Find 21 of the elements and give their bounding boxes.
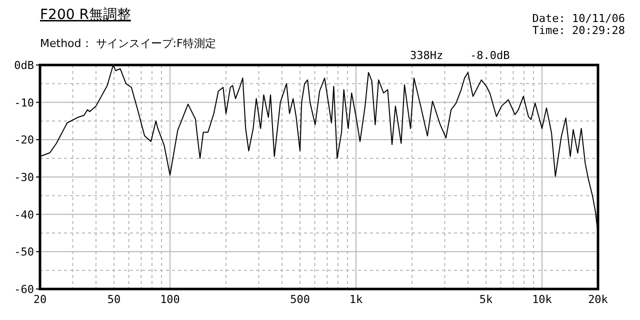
text: Time: 20:29:28 [532, 24, 625, 37]
chart-title: F200 R無調整 [40, 7, 131, 23]
x-tick-label: 1k [349, 293, 364, 306]
text: Date: 10/11/06 [532, 12, 625, 25]
x-tick-label: 50 [107, 293, 121, 306]
x-tick-label: 20k [588, 293, 608, 306]
y-tick-label: -30 [14, 171, 34, 184]
x-tick-label: 100 [160, 293, 180, 306]
text: 338Hz [410, 49, 444, 62]
chart-subtitle: Method： サインスイープ:F特測定 [40, 37, 216, 50]
x-tick-label: 5k [479, 293, 494, 306]
y-tick-label: -60 [14, 283, 34, 296]
y-tick-label: -40 [14, 208, 34, 222]
y-tick-label: -50 [14, 246, 34, 259]
y-tick-label: 0dB [14, 59, 34, 72]
y-tick-label: -20 [14, 134, 34, 147]
text: -8.0dB [470, 49, 510, 62]
x-tick-label: 20 [33, 293, 47, 306]
x-tick-label: 10k [532, 293, 552, 306]
x-tick-label: 500 [290, 293, 310, 306]
y-tick-label: -10 [14, 96, 34, 110]
